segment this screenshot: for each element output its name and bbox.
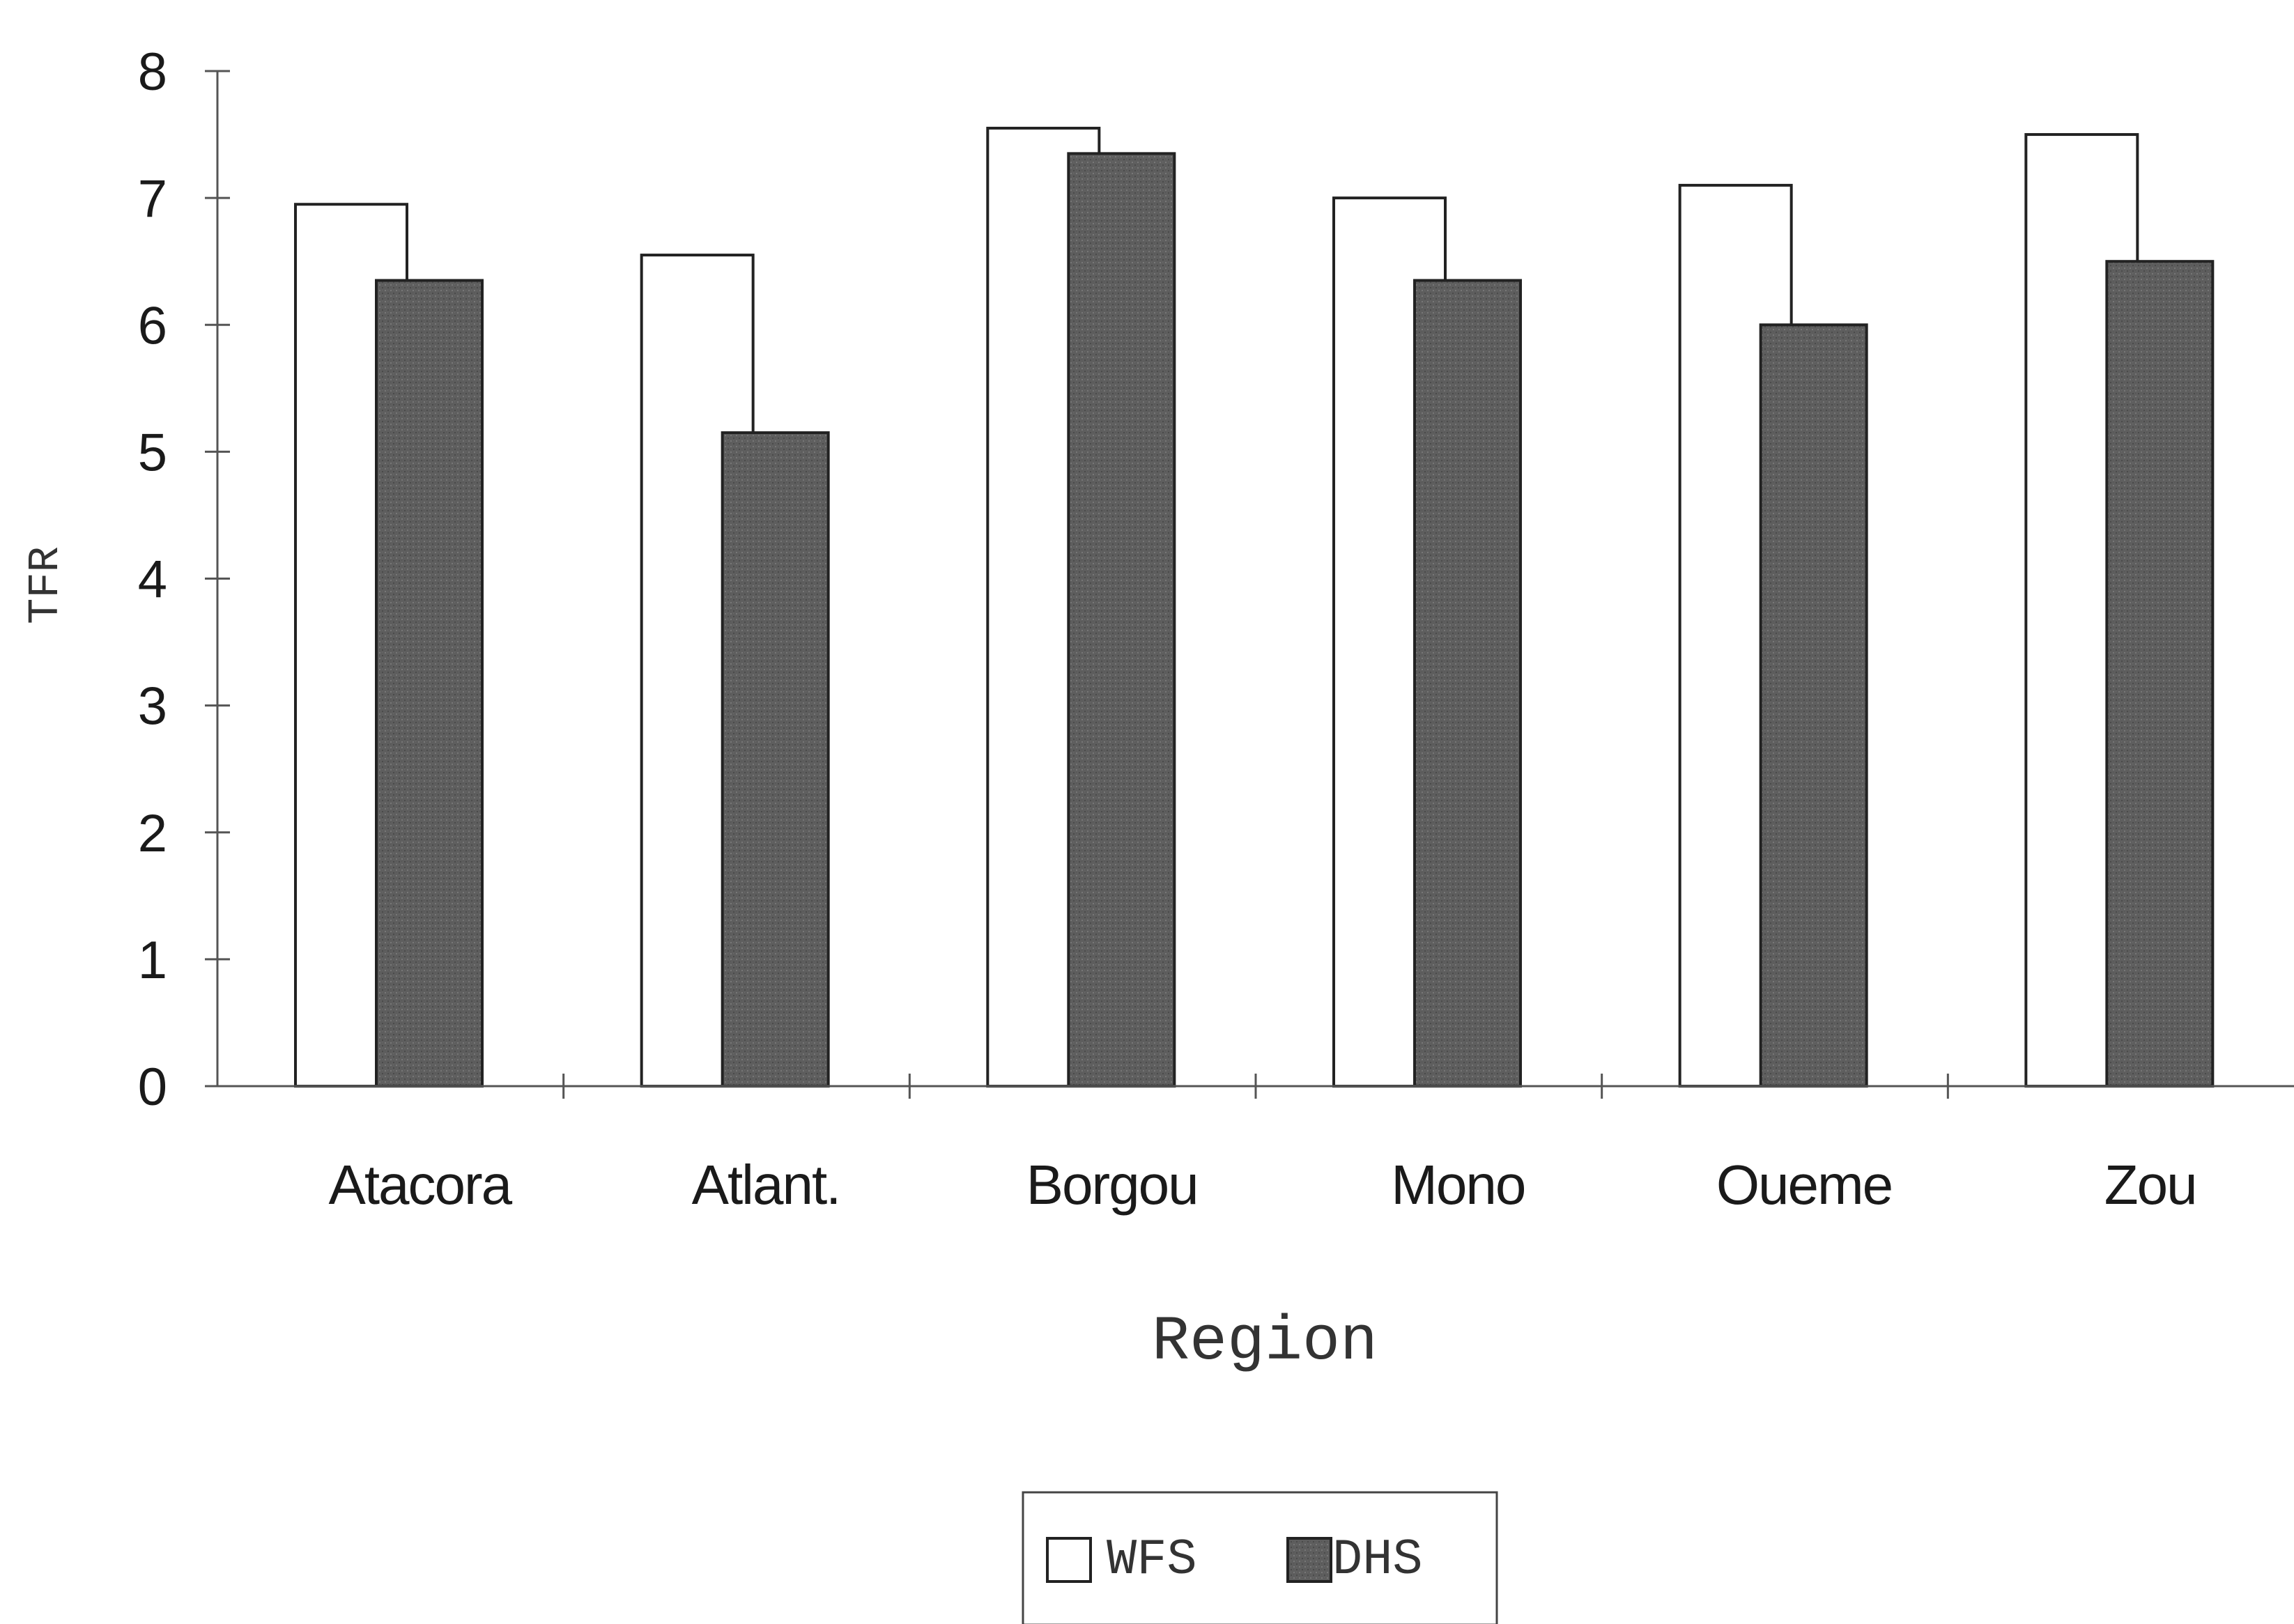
x-axis-category-labels: Atacora Atlant. Borgou Mono Oueme Zou [328, 1154, 2197, 1216]
bar-dhs-atacora [375, 279, 484, 1088]
bar-dhs-zou [2105, 260, 2215, 1088]
legend-swatch-wfs [1046, 1537, 1092, 1583]
y-tick-label: 3 [138, 677, 167, 736]
legend-items: WFS DHS [1046, 1531, 1423, 1588]
bar-dhs-borgou [1067, 152, 1176, 1088]
legend-label-dhs: DHS [1332, 1531, 1423, 1588]
bar-marks [294, 126, 2215, 1088]
x-category-label: Borgou [1026, 1154, 1198, 1216]
y-tick-label: 0 [138, 1058, 167, 1117]
x-axis-ticks [562, 1074, 1949, 1099]
x-category-label: Atacora [328, 1154, 512, 1216]
y-tick-label: 1 [138, 931, 167, 990]
legend: WFS DHS [1022, 1491, 1498, 1624]
legend-box [1022, 1491, 1498, 1624]
legend-label-wfs: WFS [1107, 1531, 1197, 1588]
x-category-label: Mono [1391, 1154, 1525, 1216]
bar-dhs-oueme [1759, 323, 1868, 1088]
y-axis-ticks: 0 1 2 3 4 5 6 7 8 [138, 42, 230, 1117]
legend-swatch-dhs [1286, 1537, 1332, 1583]
x-category-label: Zou [2104, 1154, 2196, 1216]
y-tick-label: 4 [138, 550, 167, 610]
x-category-label: Oueme [1716, 1154, 1892, 1216]
y-tick-label: 2 [138, 804, 167, 863]
bar-dhs-atlant [721, 431, 830, 1088]
x-axis-title: Region [1152, 1307, 1378, 1378]
y-tick-label: 7 [138, 169, 167, 229]
y-tick-label: 5 [138, 423, 167, 482]
y-tick-label: 6 [138, 296, 167, 355]
bar-dhs-mono [1413, 279, 1522, 1088]
x-category-label: Atlant. [692, 1154, 840, 1216]
y-tick-label: 8 [138, 42, 167, 102]
y-axis-title: TFR [21, 546, 70, 624]
